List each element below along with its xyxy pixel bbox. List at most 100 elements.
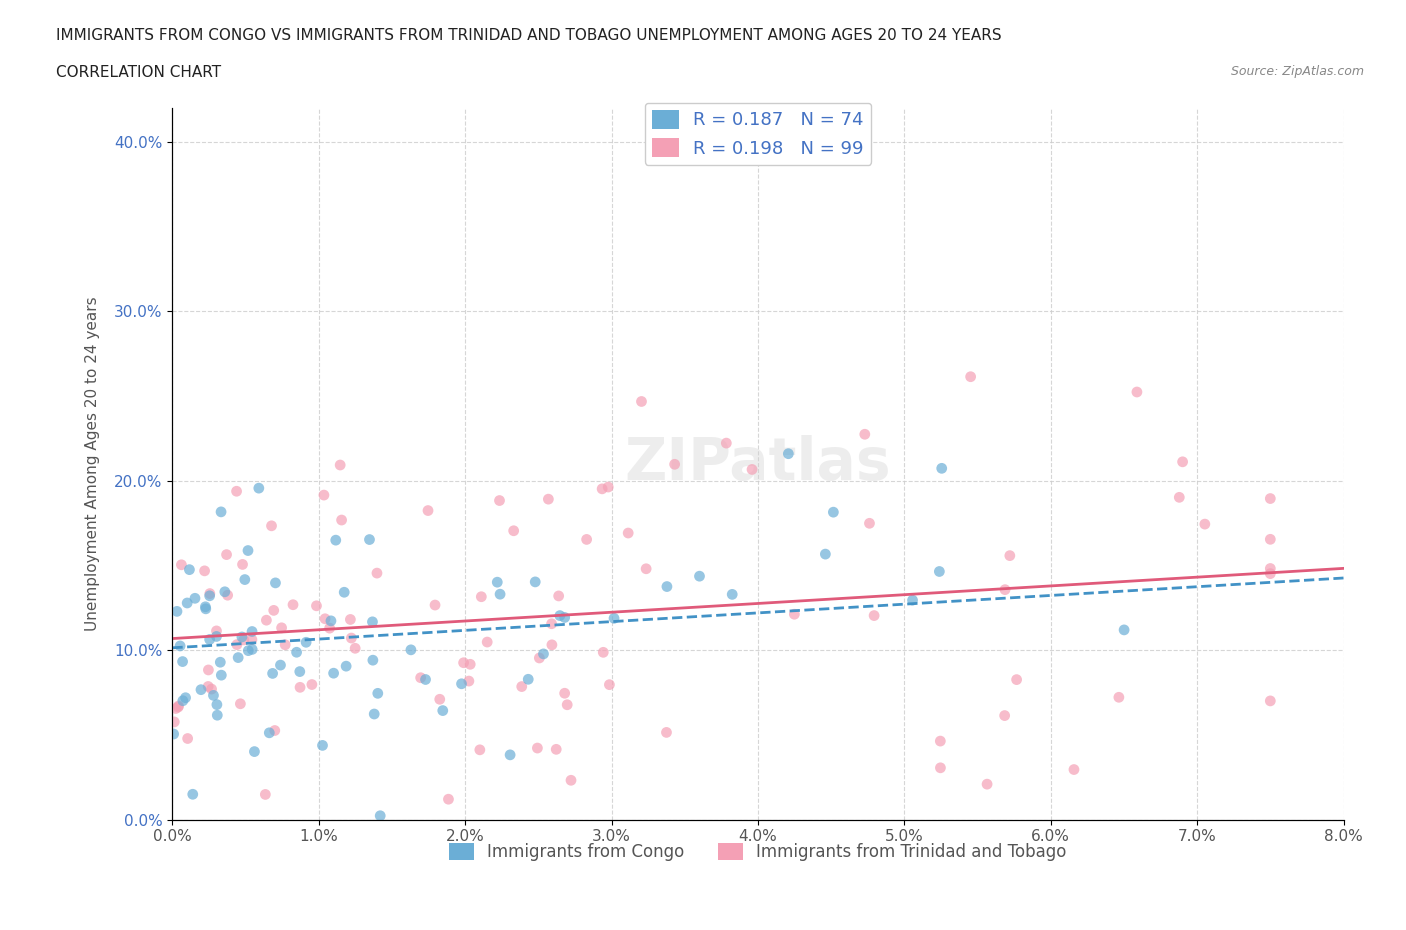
Point [598,480,620,495]
Point [194,599,217,614]
Point [319,614,342,629]
Point [240,642,263,657]
Text: IMMIGRANTS FROM CONGO VS IMMIGRANTS FROM TRINIDAD AND TOBAGO UNEMPLOYMENT AMONG : IMMIGRANTS FROM CONGO VS IMMIGRANTS FROM… [56,28,1002,43]
Point [1258,694,1281,709]
Point [437,791,460,806]
Point [217,588,239,603]
Point [453,656,475,671]
Point [1005,672,1028,687]
Point [263,603,285,618]
Point [176,595,198,610]
Point [592,644,614,659]
Point [225,484,247,498]
Point [200,682,222,697]
Point [335,658,357,673]
Point [312,487,335,502]
Point [167,698,190,713]
Point [231,630,253,644]
Point [1194,517,1216,532]
Point [998,548,1021,563]
Point [548,608,571,623]
Point [288,680,311,695]
Point [232,632,254,647]
Point [165,701,187,716]
Point [1258,566,1281,581]
Point [929,734,952,749]
Point [197,679,219,694]
Point [470,590,492,604]
Point [229,697,252,711]
Point [546,742,568,757]
Point [502,524,524,538]
Point [529,650,551,665]
Point [778,446,800,461]
Point [202,688,225,703]
Point [295,635,318,650]
Point [330,512,353,527]
Point [194,564,217,578]
Point [617,525,640,540]
Point [181,787,204,802]
Point [233,572,256,587]
Point [198,589,221,604]
Point [215,547,238,562]
Point [540,617,562,631]
Point [783,606,806,621]
Point [537,492,560,507]
Point [247,481,270,496]
Point [510,679,533,694]
Point [305,598,328,613]
Point [533,646,555,661]
Point [423,598,446,613]
Point [301,677,323,692]
Point [205,623,228,638]
Point [184,591,207,605]
Point [269,658,291,672]
Point [994,708,1017,723]
Point [325,533,347,548]
Point [366,565,388,580]
Point [285,644,308,659]
Point [333,585,356,600]
Point [814,547,837,562]
Point [526,740,548,755]
Point [240,632,263,647]
Point [591,482,613,497]
Point [260,518,283,533]
Point [655,579,678,594]
Point [172,654,194,669]
Point [263,723,285,737]
Point [243,744,266,759]
Point [254,613,277,628]
Point [555,698,578,712]
Point [172,693,194,708]
Point [630,394,652,409]
Point [689,569,711,584]
Point [238,644,260,658]
Point [179,563,201,578]
Point [575,532,598,547]
Point [166,604,188,618]
Point [240,624,263,639]
Point [274,637,297,652]
Point [931,461,953,476]
Point [176,731,198,746]
Y-axis label: Unemployment Among Ages 20 to 24 years: Unemployment Among Ages 20 to 24 years [86,297,100,631]
Point [1063,762,1085,777]
Point [270,620,292,635]
Point [1171,455,1194,470]
Point [655,725,678,740]
Point [554,610,576,625]
Point [226,650,249,665]
Point [468,742,491,757]
Point [716,435,738,450]
Point [340,631,363,645]
Point [205,698,228,712]
Point [209,668,232,683]
Point [259,725,281,740]
Point [450,676,472,691]
Point [432,703,454,718]
Point [409,671,432,685]
Point [429,692,451,707]
Point [959,369,981,384]
